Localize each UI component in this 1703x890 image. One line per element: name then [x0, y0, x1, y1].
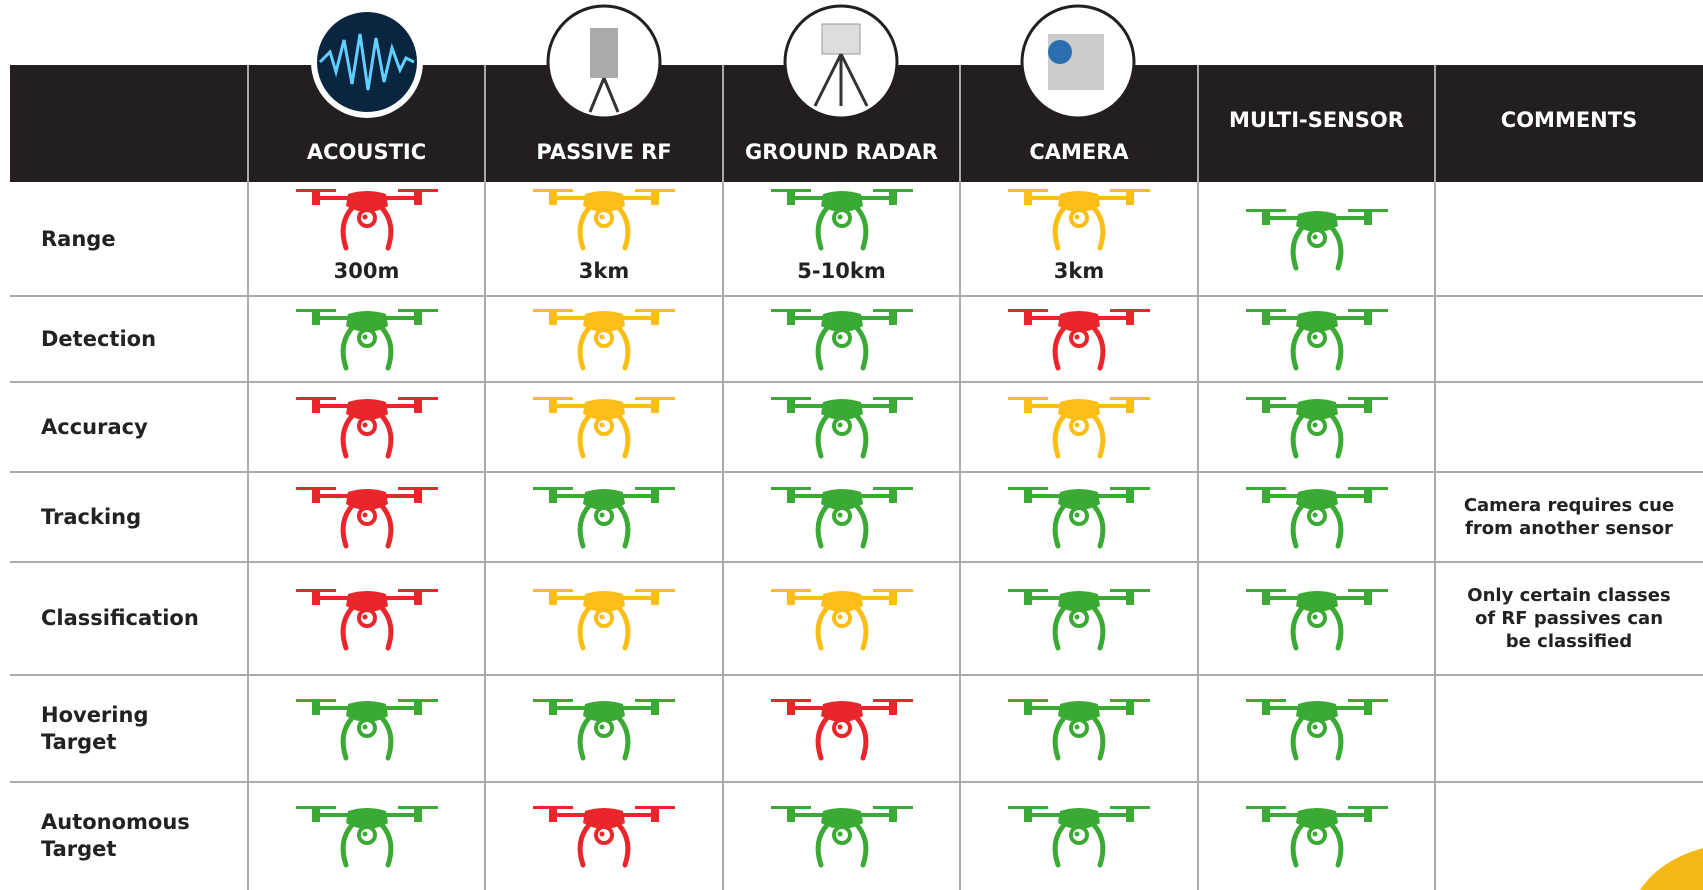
drone-rating: [529, 184, 679, 254]
comment: Only certain classes: [1435, 584, 1703, 607]
drone-rating: [767, 184, 917, 254]
drone-rating: [529, 304, 679, 374]
comment: from another sensor: [1435, 517, 1703, 540]
drone-rating: [767, 482, 917, 552]
page: (() => { const data = JSON.parse(documen…: [0, 0, 1703, 890]
drone-rating: [1242, 392, 1392, 462]
row-label: Autonomous: [41, 809, 190, 836]
drone-rating: [1004, 184, 1154, 254]
drone-rating: [529, 482, 679, 552]
drone-rating: [1242, 204, 1392, 274]
column-header: GROUND RADAR: [723, 140, 960, 164]
row-label: Accuracy: [41, 414, 148, 441]
row-label: Tracking: [41, 504, 141, 531]
range-label: 3km: [485, 259, 723, 283]
drone-rating: [292, 584, 442, 654]
drone-rating: [1004, 304, 1154, 374]
row-label: Target: [41, 729, 116, 756]
drone-rating: [1242, 694, 1392, 764]
drone-rating: [1004, 392, 1154, 462]
comment: of RF passives can: [1435, 607, 1703, 630]
drone-rating: [1004, 694, 1154, 764]
drone-rating: [292, 801, 442, 871]
drone-rating: [529, 694, 679, 764]
drone-rating: [767, 584, 917, 654]
column-header: CAMERA: [960, 140, 1198, 164]
drone-rating: [1004, 801, 1154, 871]
drone-rating: [529, 392, 679, 462]
row-label: Range: [41, 226, 116, 253]
drone-rating: [1004, 482, 1154, 552]
drone-rating: [292, 482, 442, 552]
range-label: 5-10km: [723, 259, 960, 283]
row-label: Detection: [41, 326, 156, 353]
range-label: 3km: [960, 259, 1198, 283]
column-header: ACOUSTIC: [248, 140, 485, 164]
comment: Camera requires cue: [1435, 494, 1703, 517]
drone-rating: [767, 304, 917, 374]
drone-rating: [1242, 584, 1392, 654]
drone-rating: [1004, 584, 1154, 654]
drone-rating: [292, 184, 442, 254]
drone-rating: [767, 392, 917, 462]
row-label: Classification: [41, 605, 199, 632]
column-header: COMMENTS: [1435, 108, 1703, 132]
drone-rating: [292, 694, 442, 764]
comment: be classified: [1435, 630, 1703, 653]
corner-accent: [1640, 848, 1703, 890]
row-label: Hovering: [41, 702, 148, 729]
drone-rating: [292, 304, 442, 374]
drone-rating: [1242, 304, 1392, 374]
drone-rating: [529, 801, 679, 871]
column-header: MULTI-SENSOR: [1198, 108, 1435, 132]
drone-rating: [1242, 482, 1392, 552]
drone-rating: [767, 801, 917, 871]
drone-rating: [1242, 801, 1392, 871]
column-header: PASSIVE RF: [485, 140, 723, 164]
drone-rating: [292, 392, 442, 462]
drone-rating: [767, 694, 917, 764]
range-label: 300m: [248, 259, 485, 283]
drone-rating: [529, 584, 679, 654]
row-label: Target: [41, 836, 116, 863]
